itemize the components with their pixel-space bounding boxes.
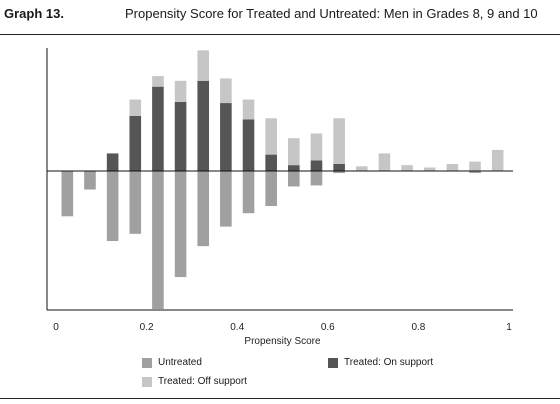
x-axis-label: Propensity Score	[244, 336, 321, 347]
x-tick-label: 0.2	[140, 322, 154, 333]
legend-swatch-treated-off-support	[142, 376, 152, 387]
bar-treated-off-support	[491, 149, 504, 171]
bar-treated-on-support	[265, 154, 277, 171]
x-tick-label: 0.4	[230, 322, 244, 333]
bar-treated-on-support	[129, 115, 142, 171]
bar-treated-on-support	[288, 165, 300, 171]
bar-treated-off-support	[310, 133, 323, 161]
bar-treated-off-support	[355, 166, 368, 171]
bar-untreated	[310, 171, 323, 186]
legend-label-treated-on-support: Treated: On support	[344, 357, 434, 368]
bar-untreated	[469, 171, 481, 174]
top-rule	[0, 34, 560, 35]
ticks-group: 0 0.2 0.4 0.6 0.8 1	[53, 322, 512, 333]
bar-untreated	[242, 171, 255, 214]
bar-treated-off-support	[288, 138, 300, 166]
bar-treated-off-support	[242, 99, 255, 120]
bar-treated-off-support	[333, 118, 345, 164]
legend-swatch-untreated	[142, 357, 152, 368]
bar-treated-on-support	[174, 101, 187, 171]
x-tick-label: 0.6	[321, 322, 335, 333]
bar-treated-on-support	[220, 103, 232, 171]
legend-swatch-treated-on-support	[328, 357, 338, 368]
legend-item-untreated: Untreated	[142, 357, 202, 368]
bar-treated-off-support	[220, 78, 232, 104]
bar-treated-on-support	[242, 119, 255, 171]
legend-label-treated-off-support: Treated: Off support	[158, 376, 247, 387]
bottom-rule	[0, 398, 560, 399]
bar-untreated	[84, 171, 96, 190]
bar-untreated	[129, 171, 142, 234]
bar-treated-on-support	[197, 80, 210, 171]
bar-untreated	[197, 171, 210, 247]
bar-treated-off-support	[174, 80, 187, 102]
bar-untreated	[288, 171, 300, 187]
bar-untreated	[152, 171, 164, 309]
bar-treated-off-support	[446, 163, 459, 171]
bar-untreated	[174, 171, 187, 278]
bar-untreated	[333, 171, 345, 174]
bar-treated-off-support	[152, 76, 164, 87]
bar-treated-off-support	[423, 167, 436, 171]
axes-group	[46, 48, 513, 311]
bar-untreated	[265, 171, 277, 207]
bar-treated-off-support	[401, 165, 413, 171]
x-tick-label: 1	[506, 322, 512, 333]
bar-untreated	[220, 171, 232, 227]
bar-treated-off-support	[378, 153, 391, 171]
legend-item-treated-off-support: Treated: Off support	[142, 376, 247, 387]
bar-treated-off-support	[469, 161, 481, 171]
bar-treated-on-support	[152, 86, 164, 171]
bar-untreated	[61, 171, 74, 217]
bar-treated-off-support	[265, 118, 277, 155]
bar-treated-off-support	[197, 50, 210, 81]
bar-treated-on-support	[310, 160, 323, 171]
x-tick-label: 0	[53, 322, 59, 333]
bar-untreated	[106, 171, 119, 242]
chart-title: Propensity Score for Treated and Untreat…	[125, 6, 538, 21]
bar-treated-on-support	[106, 153, 119, 171]
legend-item-treated-on-support: Treated: On support	[328, 357, 433, 368]
legend-label-untreated: Untreated	[158, 357, 202, 368]
bar-treated-on-support	[333, 163, 345, 171]
bars-group	[61, 50, 504, 309]
graph-number: Graph 13.	[4, 6, 64, 21]
bar-treated-off-support	[129, 99, 142, 116]
x-tick-label: 0.8	[411, 322, 425, 333]
